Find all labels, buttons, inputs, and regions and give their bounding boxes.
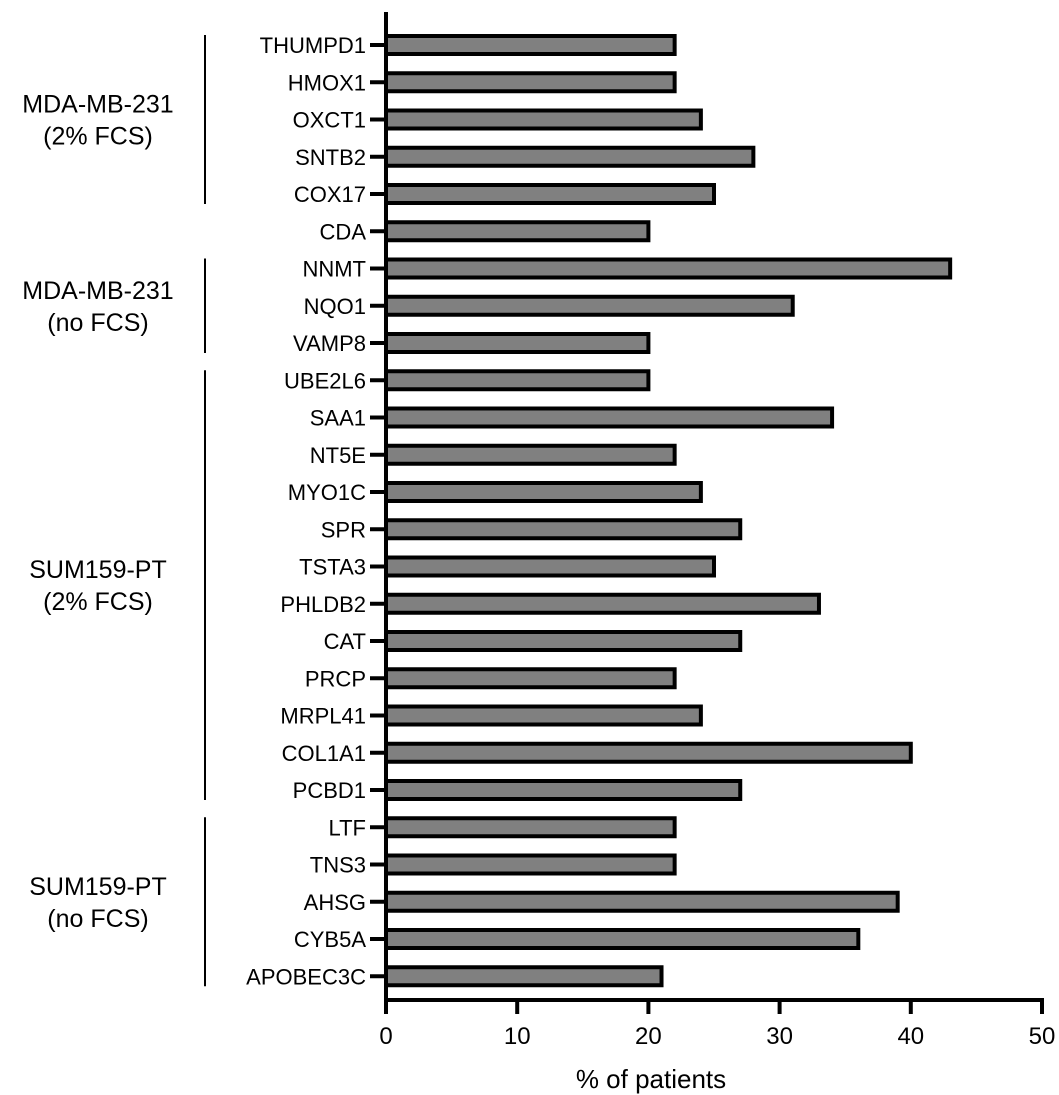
x-tick-label: 40 — [897, 1023, 924, 1050]
bar-ube2l6 — [384, 369, 651, 392]
bar-phldb2 — [384, 592, 821, 615]
category-label: NT5E — [310, 443, 366, 468]
category-label: PCBD1 — [293, 778, 366, 803]
bar-spr — [384, 518, 743, 541]
bar-myo1c — [384, 481, 703, 503]
category-label: TSTA3 — [299, 555, 366, 580]
bar-col1a1 — [384, 741, 913, 764]
x-axis-title: % of patients — [576, 1064, 726, 1094]
bar-nqo1 — [384, 294, 795, 317]
category-label: THUMPD1 — [260, 33, 366, 58]
category-label: SAA1 — [310, 406, 366, 431]
category-label: CYB5A — [294, 927, 366, 952]
group-brackets-layer: MDA-MB-231 (2% FCS) MDA-MB-231 (no FCS) SUM1… — [22, 35, 206, 987]
bar-cda — [384, 220, 651, 243]
group-label: (2% FCS) — [43, 123, 153, 151]
bar-ahsg — [384, 890, 900, 913]
category-label: CDA — [320, 219, 367, 244]
bar-ltf — [384, 816, 677, 839]
x-tick-label: 30 — [766, 1023, 793, 1050]
category-label: AHSG — [304, 890, 366, 915]
category-label: VAMP8 — [293, 331, 366, 356]
category-label: PHLDB2 — [280, 592, 366, 617]
category-label: OXCT1 — [293, 108, 366, 133]
x-tick-label: 0 — [379, 1023, 392, 1050]
category-label: NQO1 — [304, 294, 366, 319]
group-label: SUM159-PT — [29, 873, 167, 901]
bar-sntb2 — [384, 145, 756, 168]
group-label: SUM159-PT — [29, 556, 167, 584]
bar-nnmt — [384, 257, 953, 280]
bars-layer — [384, 34, 953, 988]
category-label: MYO1C — [288, 480, 366, 505]
category-label: PRCP — [305, 666, 366, 691]
bar-apobec3c — [384, 965, 664, 988]
bar-cat — [384, 630, 743, 652]
bar-hmox1 — [384, 71, 677, 94]
x-tick-label: 10 — [504, 1023, 531, 1050]
group-label: (no FCS) — [47, 309, 148, 337]
category-label: SNTB2 — [295, 145, 366, 170]
bar-prcp — [384, 667, 677, 690]
category-label: APOBEC3C — [246, 964, 366, 989]
bar-vamp8 — [384, 332, 651, 354]
category-label: UBE2L6 — [284, 368, 366, 393]
category-label: MRPL41 — [280, 704, 366, 729]
bar-saa1 — [384, 406, 835, 429]
category-label: LTF — [329, 815, 366, 840]
category-label: HMOX1 — [288, 70, 366, 95]
bar-mrpl41 — [384, 704, 703, 727]
bar-nt5e — [384, 443, 677, 466]
bar-tns3 — [384, 853, 677, 876]
bar-tsta3 — [384, 555, 716, 578]
bar-cyb5a — [384, 928, 861, 950]
bar-thumpd1 — [384, 34, 677, 56]
category-axis-layer: THUMPD1 HMOX1 OXCT1 SNTB2 COX17 CDA NNMT NQO1 VA… — [246, 33, 386, 989]
category-label: NNMT — [302, 257, 366, 282]
category-label: TNS3 — [310, 853, 366, 878]
x-tick-label: 20 — [635, 1023, 662, 1050]
bar-pcbd1 — [384, 779, 743, 801]
group-label: (2% FCS) — [43, 588, 153, 616]
group-label: MDA-MB-231 — [22, 277, 173, 305]
group-label: (no FCS) — [47, 905, 148, 933]
category-label: CAT — [324, 629, 366, 654]
group-label: MDA-MB-231 — [22, 91, 173, 119]
category-label: SPR — [321, 517, 366, 542]
category-label: COL1A1 — [282, 741, 366, 766]
bar-oxct1 — [384, 108, 703, 131]
category-label: COX17 — [294, 182, 366, 207]
bar-cox17 — [384, 183, 716, 205]
x-ticks-layer: 0 10 20 30 40 50 — [379, 1000, 1055, 1050]
x-tick-label: 50 — [1029, 1023, 1056, 1050]
